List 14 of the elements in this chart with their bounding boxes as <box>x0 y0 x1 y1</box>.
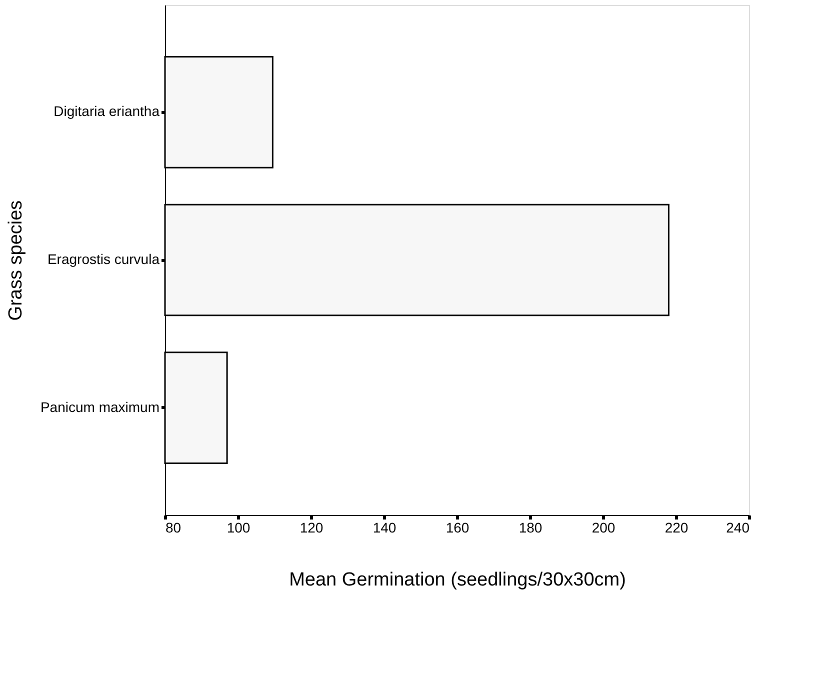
x-tick-label: 80 <box>166 520 182 536</box>
x-tick-label: 140 <box>372 520 396 536</box>
y-tick-label: Digitaria eriantha <box>54 103 160 120</box>
x-tick-label: 120 <box>300 520 324 536</box>
x-tick-label: 240 <box>726 520 750 536</box>
y-tick-label: Panicum maximum <box>40 398 160 415</box>
x-tick-label: 160 <box>446 520 470 536</box>
y-tick-label: Eragrostis curvula <box>47 251 160 267</box>
y-axis-title: Grass species <box>5 200 26 321</box>
x-tick-label: 220 <box>664 520 688 536</box>
x-axis-title: Mean Germination (seedlings/30x30cm) <box>289 570 626 590</box>
x-tick-label: 200 <box>592 520 616 536</box>
x-tick-label: 100 <box>226 520 250 536</box>
x-tick-label: 180 <box>518 520 542 536</box>
